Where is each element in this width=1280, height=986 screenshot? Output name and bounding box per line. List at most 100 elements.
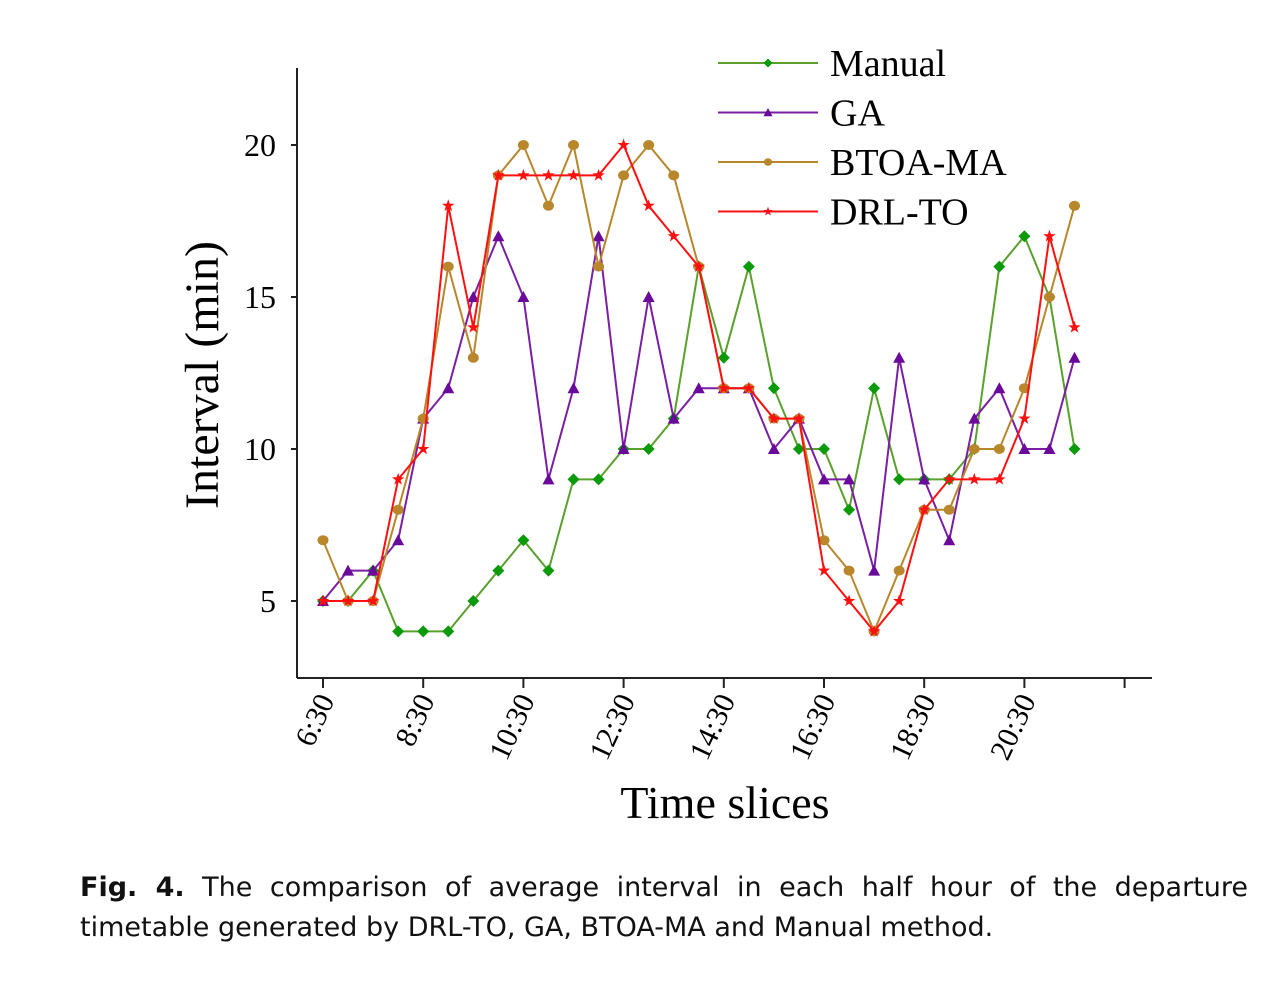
legend-item: BTOA-MA [718,142,1007,184]
btoa-ma-point [517,140,529,150]
drl-to-point [1043,229,1056,242]
ga-point [893,351,906,363]
legend-item: GA [718,93,885,135]
ga-point [1043,443,1056,454]
manual-point [792,443,805,455]
btoa-ma-point [593,261,605,272]
ga-point [1068,351,1081,363]
ga-point [968,412,981,424]
manual-point [1068,443,1081,455]
manual-point [442,625,455,638]
legend-item: DRL-TO [718,192,969,234]
drl-to-point [717,381,730,394]
x-tick-label: 8:30 [389,689,441,751]
ga-point [342,564,355,576]
btoa-ma-point [993,444,1005,454]
line-chart: 5 10 15 20 6:30 8:30 10:30 12:30 14:30 16:30 18:30… [176,43,1152,828]
drl-to-point [316,594,330,607]
ga-point [517,291,530,302]
ga-point [367,564,380,576]
manual-point [868,382,881,395]
drl-to-point [767,412,781,424]
drl-to-point [341,594,355,607]
manual-point [467,595,480,607]
ga-point [442,382,455,394]
series-drl-to [316,138,1081,637]
btoa-ma-point [392,504,404,515]
btoa-ma-point [818,535,830,546]
drl-to-point [943,472,956,485]
drl-to-point [467,320,480,333]
y-tick-label: 20 [244,127,276,163]
btoa-ma-point [763,158,773,166]
ga-point [467,291,480,302]
drl-to-point [667,229,680,242]
btoa-ma-point [968,444,980,454]
series-line [322,233,1076,602]
drl-to-point [993,472,1006,485]
drl-to-point [617,138,630,151]
caption-text: The comparison of average interval in ea… [80,872,1248,943]
series-line [323,234,1076,633]
caption-label: Fig. 4. [80,872,185,903]
manual-point [517,534,530,547]
y-axis-label: Interval (min) [176,241,229,509]
ga-point [592,230,605,242]
drl-to-point [542,168,555,181]
drl-to-point [892,594,906,607]
series-manual [317,230,1081,638]
drl-to-point [918,503,931,516]
ga-point [1018,443,1031,454]
drl-to-point [417,442,430,455]
drl-to-point [642,199,655,212]
manual-point [592,473,605,486]
ga-point [993,382,1006,394]
manual-point [542,564,555,577]
legend-item: Manual [718,43,946,85]
drl-to-point [742,381,756,394]
drl-to-point [517,168,530,181]
drl-to-point [391,472,405,485]
drl-to-point [366,594,380,607]
ga-point [492,230,505,242]
manual-point [492,564,505,577]
x-axis-label: Time slices [620,777,829,828]
legend-label: Manual [830,43,946,85]
btoa-ma-point [542,200,554,211]
y-tick-label: 10 [244,431,276,467]
series-layer [316,138,1081,638]
x-tick-label: 10:30 [483,689,542,765]
axes: 5 10 15 20 6:30 8:30 10:30 12:30 14:30 16:30 18:30… [244,68,1152,765]
btoa-ma-point [843,565,855,576]
btoa-ma-point [893,565,905,576]
ga-point [392,534,405,546]
manual-point [1018,230,1031,243]
x-tick-label: 18:30 [884,689,943,765]
x-tick-label: 14:30 [683,689,742,765]
drl-to-point [968,472,981,485]
drl-to-point [842,594,856,607]
drl-to-point [1018,412,1031,424]
manual-point [893,473,906,486]
drl-to-point [592,168,605,181]
ga-point [843,473,856,485]
drl-to-point [817,564,831,576]
manual-point [843,503,856,516]
ga-point [642,291,655,302]
drl-to-point [867,624,881,637]
manual-point [392,625,405,638]
btoa-ma-point [317,535,329,546]
btoa-ma-point [618,170,630,181]
ga-point [692,382,705,394]
btoa-ma-point [442,261,454,272]
manual-point [818,443,830,455]
ga-point [763,108,773,117]
x-tick-label: 6:30 [289,689,341,751]
drl-to-point [1068,320,1081,333]
legend-label: BTOA-MA [830,142,1007,184]
ga-point [918,473,931,485]
btoa-ma-point [467,352,479,363]
manual-point [763,58,773,68]
ga-point [667,412,680,424]
ga-point [567,382,580,394]
